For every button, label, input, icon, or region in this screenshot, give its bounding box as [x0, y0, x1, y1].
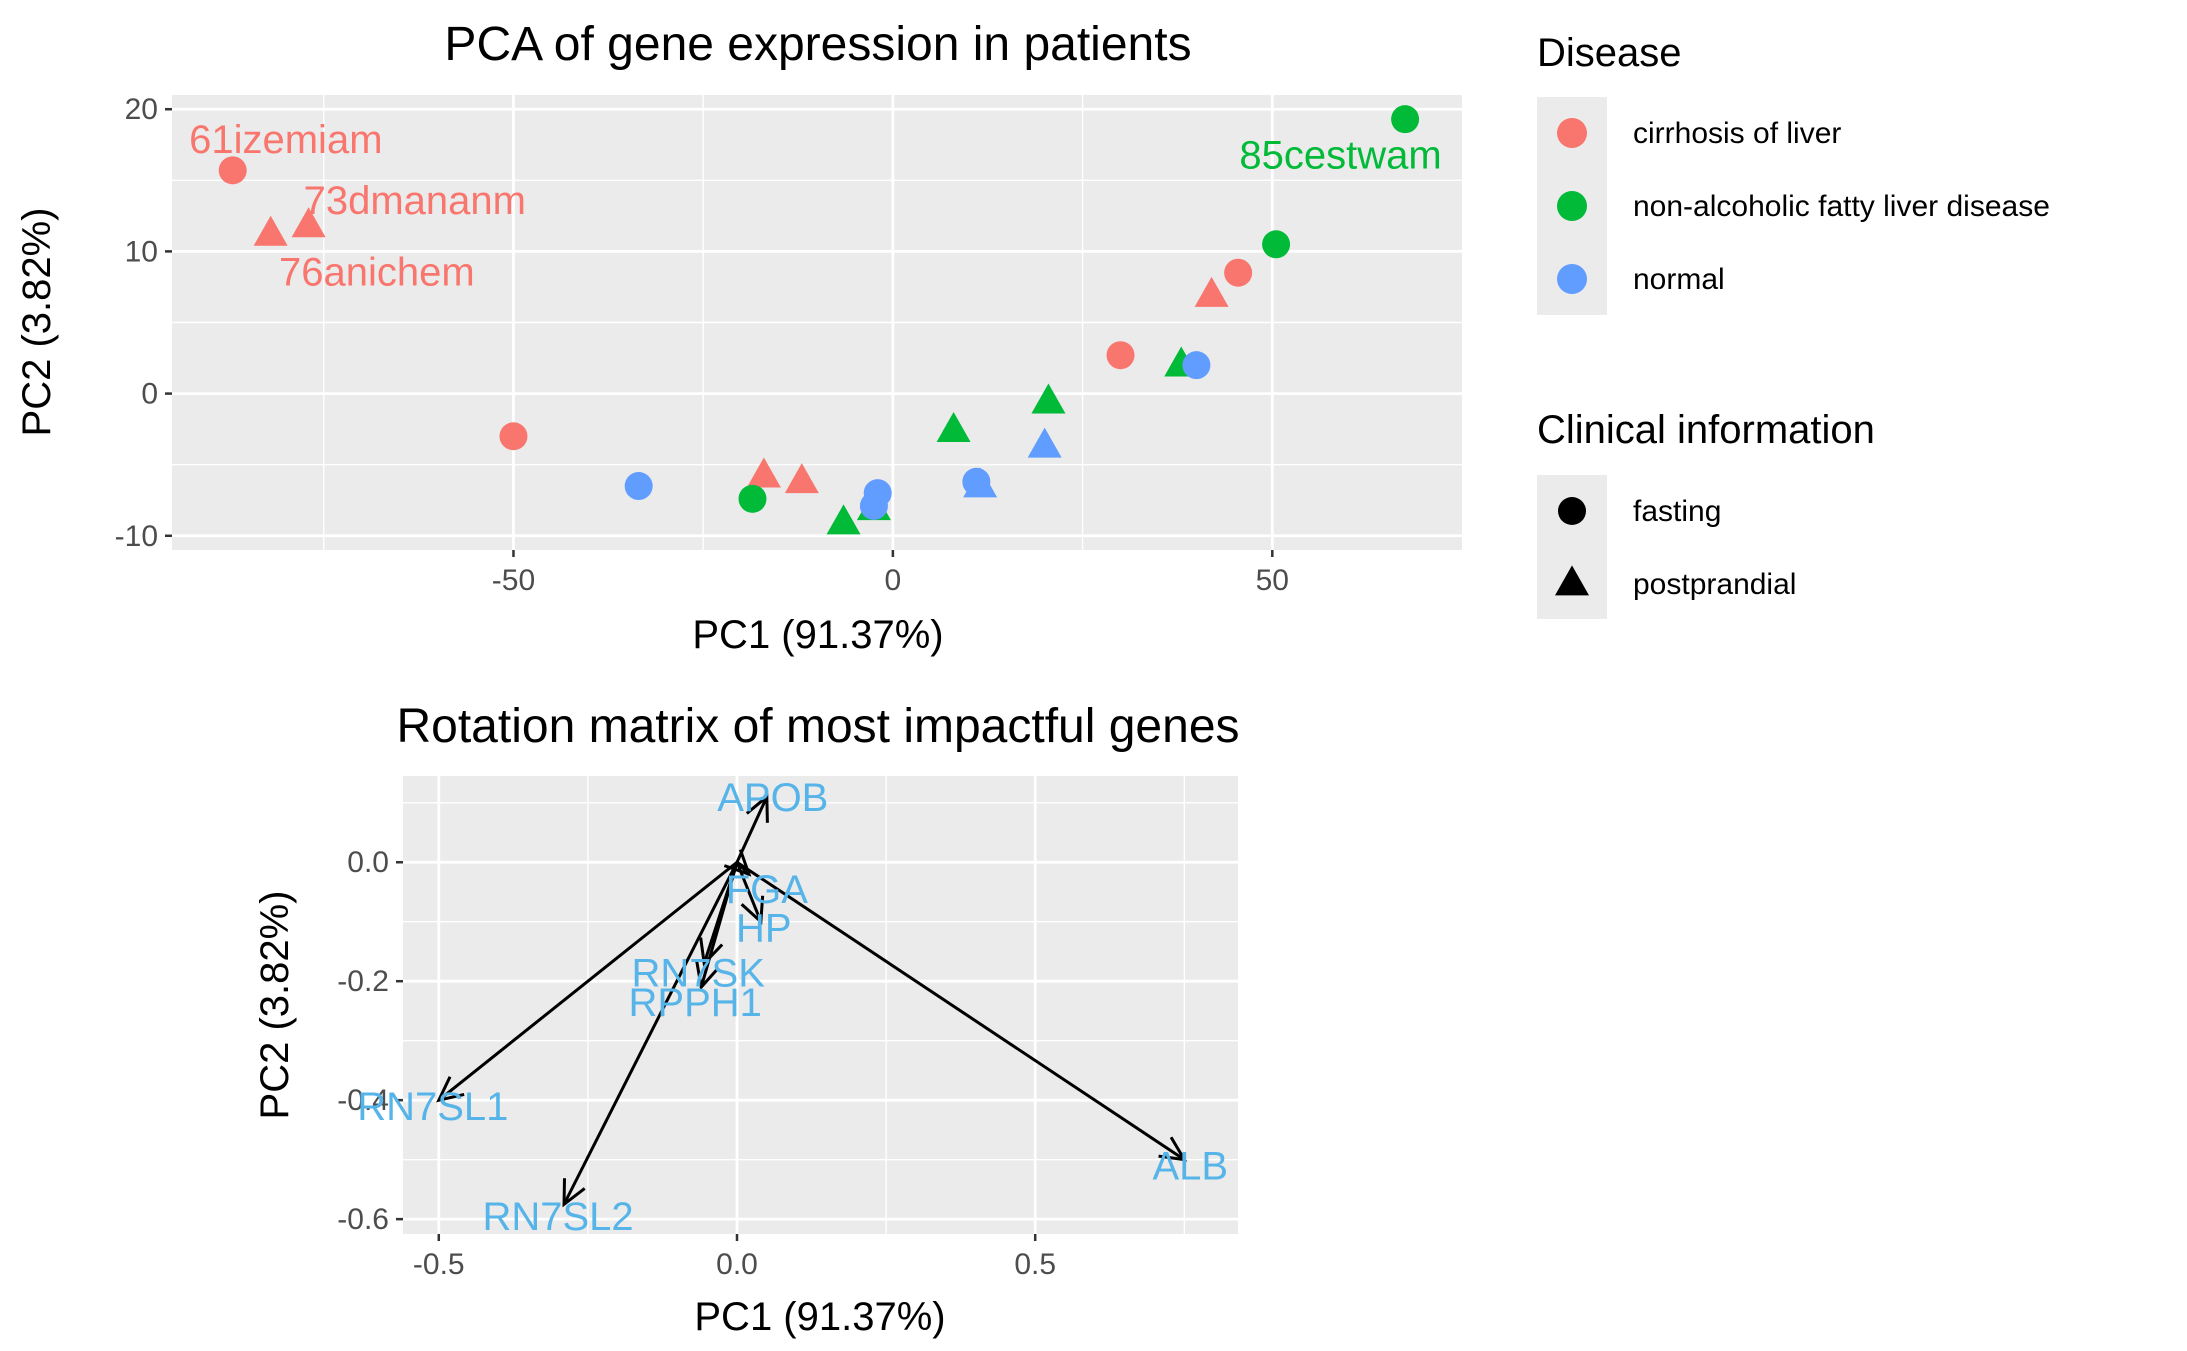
rotation-matrix-plot: Rotation matrix of most impactful genes … [253, 700, 1240, 1339]
pca-plot-annotations: 61izemiam 73dmananm 76anichem 85cestwam [189, 118, 1442, 294]
pca-point-nafld-circle [1391, 105, 1420, 134]
rotation-arrow-shaft [735, 861, 763, 923]
rotation-plot-title: Rotation matrix of most impactful genes [396, 700, 1239, 753]
legend-key-circle [1557, 118, 1587, 148]
rotation-y-tick-label: -0.4 [337, 1084, 389, 1117]
legend-label-disease: non-alcoholic fatty liver disease [1633, 190, 2050, 223]
legend-label-clinical: postprandial [1633, 568, 1796, 601]
rotation-arrow-head [745, 793, 769, 823]
pca-point-label: 76anichem [279, 250, 475, 294]
pca-plot-gridlines [172, 95, 1462, 550]
rotation-arrow-head [699, 937, 724, 967]
pca-point-label: 73dmananm [304, 179, 526, 223]
rotation-y-tick-label: -0.6 [337, 1203, 389, 1236]
pca-point-cirrhosis-triangle [253, 215, 288, 246]
pca-point-cirrhosis-circle [499, 422, 528, 451]
gene-label-alb: ALB [1152, 1145, 1228, 1189]
gene-label-rn7sl2: RN7SL2 [482, 1195, 633, 1239]
pca-point-nafld-triangle [826, 504, 861, 535]
gene-label-fga: FGA [726, 868, 809, 912]
pca-plot-axis-ticks: -50 0 50 -10 0 10 20 [115, 93, 1289, 597]
pca-plot-title: PCA of gene expression in patients [444, 18, 1191, 71]
legend-label-disease: normal [1633, 263, 1725, 296]
rotation-arrow-shaft [736, 860, 1186, 1161]
legend-clinical-items: fasting postprandial [1555, 495, 1796, 601]
pca-point-normal-circle [624, 472, 653, 501]
rotation-x-tick-label: -0.5 [413, 1248, 465, 1281]
pca-point-cirrhosis-circle [218, 156, 247, 185]
pca-y-tick-label: 10 [125, 235, 158, 268]
gene-label-rn7sl1: RN7SL1 [357, 1085, 508, 1129]
legend-title-disease: Disease [1537, 31, 1682, 75]
rotation-plot-panel [403, 776, 1238, 1234]
legend-key-background-clinical [1537, 475, 1607, 619]
legend-label-clinical: fasting [1633, 495, 1721, 528]
rotation-plot-gridlines [403, 776, 1238, 1234]
pca-point-normal-circle [859, 491, 888, 520]
legend-key-circle [1557, 264, 1587, 294]
pca-point-normal-triangle [963, 467, 998, 498]
rotation-arrow-shaft [562, 861, 739, 1205]
rotation-plot-arrows [436, 793, 1188, 1208]
legend-key-triangle [1555, 565, 1589, 596]
pca-point-cirrhosis-triangle [291, 207, 326, 238]
pca-x-axis-title: PC1 (91.37%) [692, 613, 943, 657]
pca-point-label: 61izemiam [189, 118, 382, 162]
pca-point-cirrhosis-triangle [1194, 276, 1229, 307]
rotation-x-tick-label: 0.0 [716, 1248, 758, 1281]
pca-point-cirrhosis-triangle [746, 457, 781, 488]
pca-point-nafld-triangle [936, 411, 971, 442]
pca-point-nafld-triangle [1031, 383, 1066, 414]
pca-x-tick-label: 50 [1256, 564, 1289, 597]
gene-label-hp: HP [736, 907, 792, 951]
legend: Disease cirrhosis of liver non-alcoholic … [1537, 31, 2050, 619]
pca-point-nafld-circle [738, 484, 767, 513]
rotation-x-tick-label: 0.5 [1014, 1248, 1056, 1281]
pca-scatter-plot: PCA of gene expression in patients -50 0 5… [15, 18, 1462, 657]
legend-label-disease: cirrhosis of liver [1633, 117, 1841, 150]
legend-key-circle [1558, 497, 1586, 525]
rotation-arrow-head [740, 895, 765, 925]
pca-x-tick-label: -50 [492, 564, 535, 597]
legend-disease-items: cirrhosis of liver non-alcoholic fatty li… [1557, 117, 2050, 296]
rotation-arrow-head [562, 1178, 586, 1208]
rotation-arrow-head [695, 961, 720, 991]
legend-title-clinical: Clinical information [1537, 408, 1875, 452]
pca-y-tick-label: 0 [141, 378, 158, 411]
gene-label-apob: APOB [717, 776, 828, 820]
gene-label-rn7sk: RN7SK [632, 951, 766, 995]
rotation-arrow-hp [735, 861, 765, 925]
rotation-x-axis-title: PC1 (91.37%) [694, 1295, 945, 1339]
rotation-y-tick-label: -0.2 [337, 965, 389, 998]
pca-y-tick-label: -10 [115, 520, 158, 553]
rotation-arrow-rn7sl1 [436, 861, 738, 1103]
pca-plot-points [218, 105, 1420, 535]
rotation-plot-axis-ticks: -0.5 0.0 0.5 -0.6 -0.4 -0.2 0.0 [337, 846, 1056, 1281]
pca-point-cirrhosis-circle [1224, 258, 1253, 287]
pca-point-cirrhosis-circle [1106, 341, 1135, 370]
gene-label-rpph1: RPPH1 [629, 981, 762, 1025]
rotation-arrow-shaft [437, 861, 738, 1102]
rotation-arrow-head [436, 1076, 465, 1103]
rotation-arrow-alb [736, 860, 1188, 1162]
rotation-arrow-shaft [699, 861, 739, 988]
rotation-y-axis-title: PC2 (3.82%) [253, 891, 297, 1120]
pca-y-axis-title: PC2 (3.82%) [15, 208, 59, 437]
pca-x-tick-label: 0 [885, 564, 902, 597]
pca-point-label: 85cestwam [1239, 134, 1441, 178]
pca-point-normal-circle [1182, 351, 1211, 380]
pca-y-tick-label: 20 [125, 93, 158, 126]
rotation-y-tick-label: 0.0 [347, 846, 389, 879]
pca-point-nafld-circle [1262, 230, 1291, 259]
rotation-arrow-rpph1 [695, 861, 739, 991]
rotation-arrow-head [1158, 1136, 1188, 1162]
rotation-arrow-rn7sl2 [562, 861, 739, 1208]
pca-point-normal-triangle [1027, 427, 1062, 458]
legend-key-circle [1557, 191, 1587, 221]
pca-point-cirrhosis-triangle [784, 463, 819, 494]
